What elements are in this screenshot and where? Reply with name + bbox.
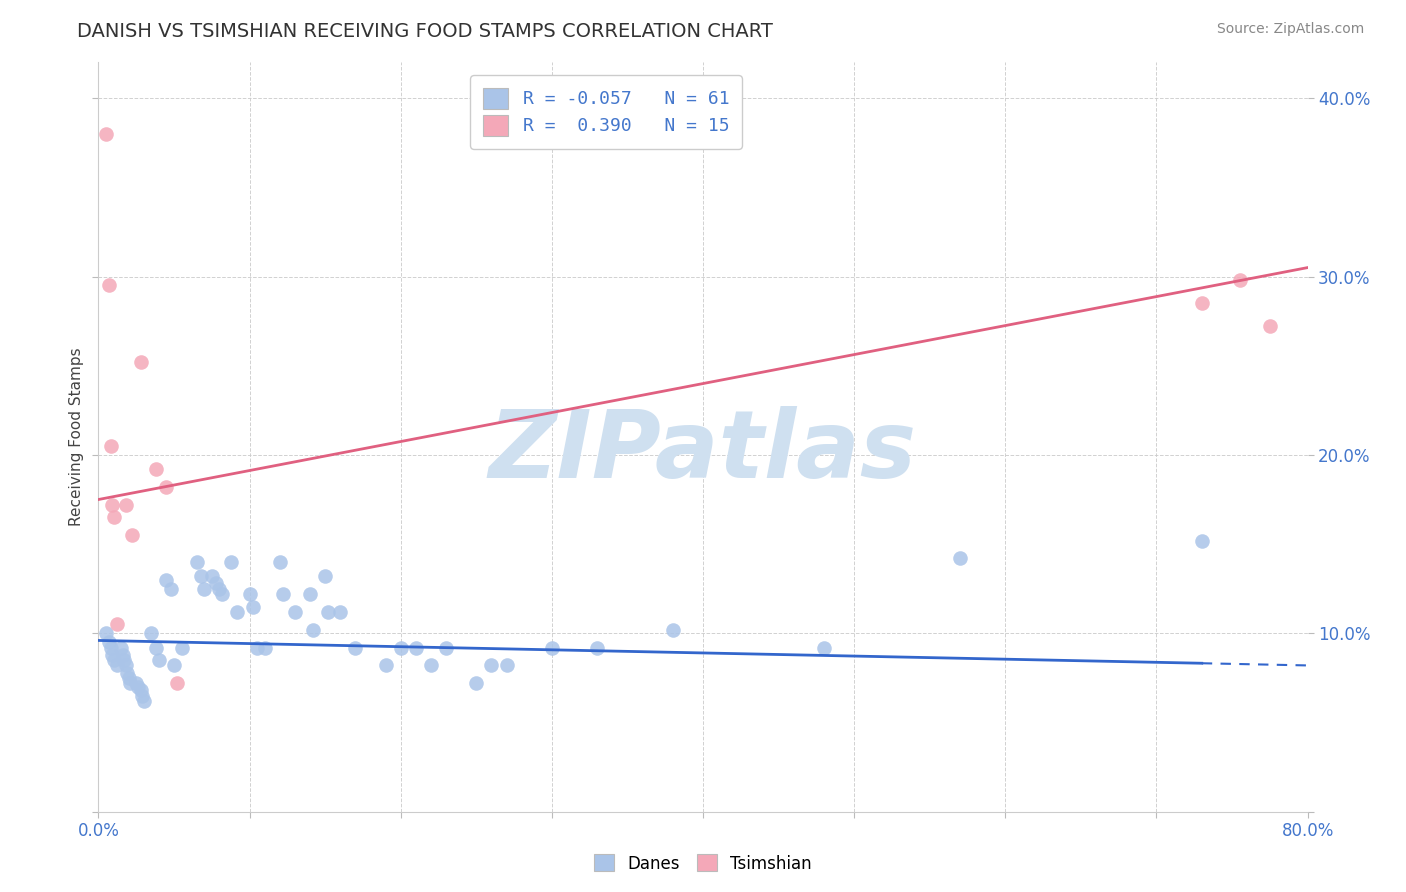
Point <box>299 587 322 601</box>
Point <box>374 658 396 673</box>
Point <box>101 498 124 512</box>
Point <box>114 658 136 673</box>
Point <box>170 640 193 655</box>
Point <box>540 640 562 655</box>
Point <box>1229 273 1251 287</box>
Point <box>1258 319 1281 334</box>
Point <box>405 640 427 655</box>
Point <box>125 676 148 690</box>
Point <box>94 626 117 640</box>
Point <box>129 355 152 369</box>
Point <box>129 683 152 698</box>
Point <box>127 680 149 694</box>
Point <box>1191 533 1213 548</box>
Point <box>100 640 122 655</box>
Point <box>155 573 177 587</box>
Point <box>211 587 233 601</box>
Point <box>302 623 325 637</box>
Point <box>420 658 443 673</box>
Point <box>160 582 183 596</box>
Point <box>949 551 972 566</box>
Legend: R = -0.057   N = 61, R =  0.390   N = 15: R = -0.057 N = 61, R = 0.390 N = 15 <box>470 75 742 149</box>
Point <box>205 576 228 591</box>
Point <box>221 555 243 569</box>
Point <box>314 569 336 583</box>
Point <box>329 605 352 619</box>
Point <box>163 658 186 673</box>
Point <box>586 640 609 655</box>
Point <box>271 587 294 601</box>
Point <box>103 510 125 524</box>
Point <box>269 555 291 569</box>
Text: DANISH VS TSIMSHIAN RECEIVING FOOD STAMPS CORRELATION CHART: DANISH VS TSIMSHIAN RECEIVING FOOD STAMP… <box>77 22 773 41</box>
Point <box>284 605 307 619</box>
Point <box>226 605 249 619</box>
Point <box>112 653 135 667</box>
Point <box>132 694 155 708</box>
Point <box>813 640 835 655</box>
Point <box>186 555 208 569</box>
Point <box>98 635 121 649</box>
Point <box>111 648 134 662</box>
Point <box>131 689 153 703</box>
Point <box>208 582 231 596</box>
Point <box>105 617 128 632</box>
Point <box>98 278 121 293</box>
Point <box>105 658 128 673</box>
Y-axis label: Receiving Food Stamps: Receiving Food Stamps <box>69 348 84 526</box>
Point <box>1191 296 1213 310</box>
Point <box>661 623 683 637</box>
Point <box>141 626 163 640</box>
Point <box>121 528 143 542</box>
Point <box>434 640 457 655</box>
Point <box>481 658 503 673</box>
Point <box>201 569 224 583</box>
Point <box>155 480 177 494</box>
Point <box>344 640 367 655</box>
Point <box>115 665 138 680</box>
Point <box>190 569 212 583</box>
Point <box>103 653 125 667</box>
Point <box>145 640 167 655</box>
Point <box>246 640 269 655</box>
Point <box>242 599 264 614</box>
Point <box>114 498 136 512</box>
Point <box>110 640 132 655</box>
Legend: Danes, Tsimshian: Danes, Tsimshian <box>588 847 818 880</box>
Point <box>101 648 124 662</box>
Point <box>100 439 122 453</box>
Point <box>253 640 276 655</box>
Point <box>389 640 412 655</box>
Point <box>316 605 339 619</box>
Point <box>166 676 188 690</box>
Point <box>120 676 142 690</box>
Point <box>118 671 141 685</box>
Point <box>465 676 488 690</box>
Point <box>94 127 117 141</box>
Point <box>495 658 517 673</box>
Point <box>239 587 262 601</box>
Point <box>193 582 215 596</box>
Text: Source: ZipAtlas.com: Source: ZipAtlas.com <box>1216 22 1364 37</box>
Text: ZIPatlas: ZIPatlas <box>489 406 917 498</box>
Point <box>145 462 167 476</box>
Point <box>148 653 170 667</box>
